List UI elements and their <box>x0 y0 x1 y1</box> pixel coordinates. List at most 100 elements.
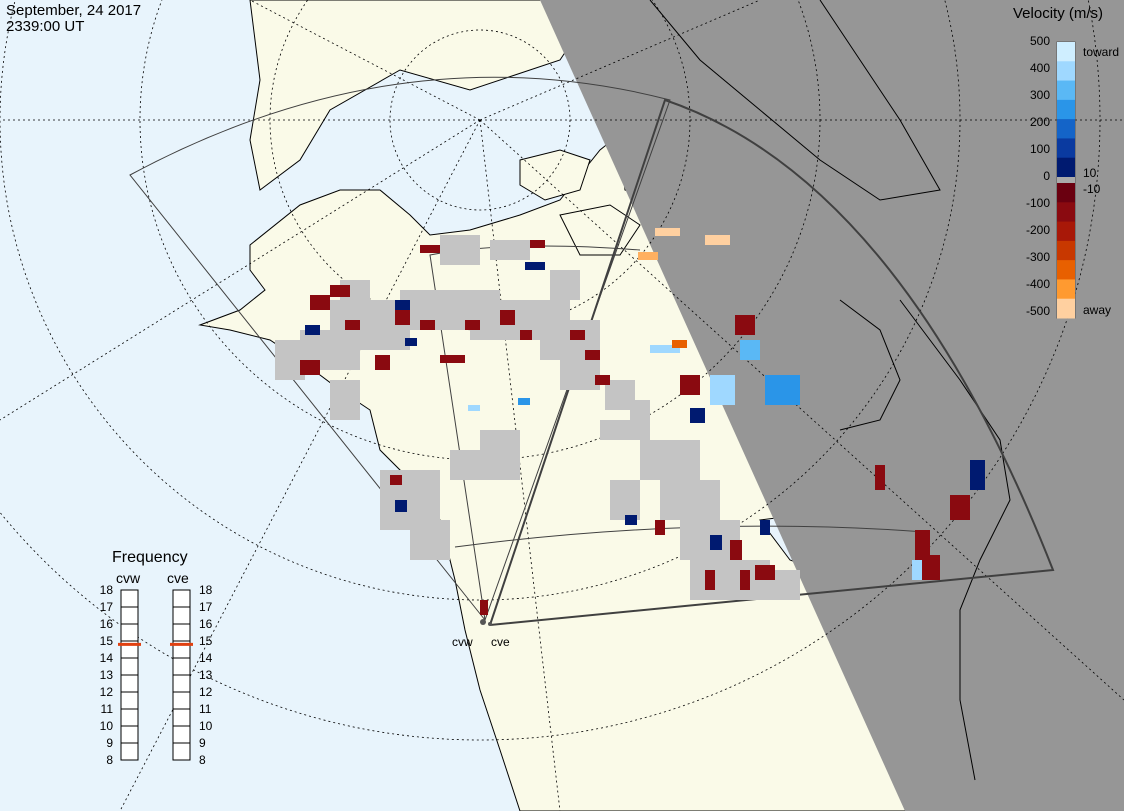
frequency-boxes <box>118 589 193 761</box>
velocity-cell <box>395 300 410 310</box>
radar-site-cve <box>488 622 492 626</box>
date-label: September, 24 2017 <box>6 2 142 19</box>
frequency-tick-left: 13 <box>99 668 113 682</box>
colorbar-zero-cell <box>1057 177 1075 183</box>
velocity-tick-label: 300 <box>1029 88 1050 102</box>
velocity-cell <box>518 398 530 405</box>
frequency-tick-left: 16 <box>99 617 113 631</box>
colorbar-away-cell <box>1057 221 1075 242</box>
velocity-cell <box>765 375 800 405</box>
frequency-tick-right: 14 <box>199 651 213 665</box>
ground-scatter-cell <box>450 450 520 480</box>
frequency-tick-left: 12 <box>99 685 113 699</box>
velocity-tick-label: 500 <box>1029 34 1050 48</box>
radar-label-cve: cve <box>491 635 510 649</box>
radar-site-cvw <box>480 619 486 625</box>
fov-cve <box>489 98 1055 626</box>
velocity-cell <box>920 555 940 580</box>
velocity-tick-label: -300 <box>1025 250 1050 264</box>
velocity-cell <box>570 330 585 340</box>
velocity-cell <box>345 320 360 330</box>
velocity-tick-label: 0 <box>1043 169 1050 183</box>
velocity-cell <box>395 500 407 512</box>
frequency-tick-right: 10 <box>199 719 213 733</box>
frequency-tick-left: 9 <box>106 736 113 750</box>
colorbar-away-cell <box>1057 183 1075 203</box>
velocity-cell <box>440 355 465 363</box>
velocity-cell <box>420 320 435 330</box>
velocity-cell <box>912 560 922 580</box>
radar-label-cvw: cvw <box>452 635 473 649</box>
velocity-cell <box>705 570 715 590</box>
night-coastlines <box>649 0 1011 781</box>
velocity-tick-label: -500 <box>1025 304 1050 318</box>
velocity-cell <box>755 565 775 580</box>
velocity-cell <box>405 338 417 346</box>
ground-scatter-cell <box>410 520 450 560</box>
frequency-title: Frequency <box>112 549 188 566</box>
colorbar-away-cell <box>1057 240 1075 261</box>
velocity-cell <box>875 465 885 490</box>
away-label: away <box>1083 303 1112 317</box>
velocity-cell <box>465 320 480 330</box>
ground-scatter-cell <box>600 420 630 440</box>
frequency-tick-left: 10 <box>99 719 113 733</box>
velocity-cell <box>525 262 545 270</box>
colorbar-away-cell <box>1057 202 1075 223</box>
velocity-cell <box>480 600 488 615</box>
velocity-cell <box>310 295 330 310</box>
velocity-cell <box>710 535 722 550</box>
frequency-tick-right: 17 <box>199 600 213 614</box>
frequency-tick-right: 8 <box>199 753 206 767</box>
frequency-tick-left: 11 <box>100 702 113 716</box>
velocity-cell <box>390 475 402 485</box>
ground-scatter-cell <box>660 480 720 520</box>
ground-scatter-cell <box>630 400 650 440</box>
velocity-cell <box>500 310 515 325</box>
toward-label: toward <box>1083 45 1120 59</box>
velocity-cell <box>395 310 410 325</box>
velocity-scale-title: Velocity (m/s) <box>1013 5 1104 22</box>
velocity-cell <box>705 235 730 245</box>
velocity-cell <box>950 495 970 520</box>
frequency-tick-right: 15 <box>199 634 213 648</box>
colorbar-away-cell <box>1057 260 1075 280</box>
velocity-cell <box>740 570 750 590</box>
neg-10-label: -10 <box>1083 182 1101 196</box>
frequency-tick-right: 13 <box>199 668 213 682</box>
ground-scatter-cell <box>490 240 530 260</box>
time-label: 2339:00 UT <box>6 18 85 35</box>
velocity-cell <box>375 355 390 370</box>
velocity-cell <box>650 345 680 353</box>
colorbar-away-cell <box>1057 298 1075 319</box>
ground-scatter-cell <box>480 430 520 450</box>
velocity-cell <box>730 540 742 560</box>
night-shadow <box>540 0 1124 811</box>
frequency-tick-left: 14 <box>99 651 113 665</box>
colorbar-toward-cell <box>1057 138 1075 159</box>
freq-radar-cve: cve <box>167 570 189 586</box>
colorbar-toward-cell <box>1057 99 1075 120</box>
velocity-cell <box>530 240 545 248</box>
frequency-tick-left: 8 <box>106 753 113 767</box>
velocity-colorbar <box>1056 41 1076 319</box>
velocity-cell <box>585 350 600 360</box>
frequency-tick-right: 11 <box>199 702 212 716</box>
velocity-cell <box>970 460 985 490</box>
frequency-tick-left: 17 <box>99 600 113 614</box>
velocity-cell <box>468 405 480 411</box>
ground-scatter-cell <box>330 380 360 420</box>
colorbar-toward-cell <box>1057 80 1075 101</box>
velocity-cell <box>680 375 700 395</box>
ground-scatter-cell <box>610 480 640 520</box>
colorbar-toward-cell <box>1057 119 1075 139</box>
frequency-tick-right: 12 <box>199 685 213 699</box>
colorbar-toward-cell <box>1057 42 1075 62</box>
velocity-cell <box>625 515 637 525</box>
velocity-cell <box>300 360 320 375</box>
velocity-cell <box>638 252 658 260</box>
velocity-cell <box>655 520 665 535</box>
freq-radar-cvw: cvw <box>116 570 141 586</box>
velocity-tick-label: -100 <box>1025 196 1050 210</box>
